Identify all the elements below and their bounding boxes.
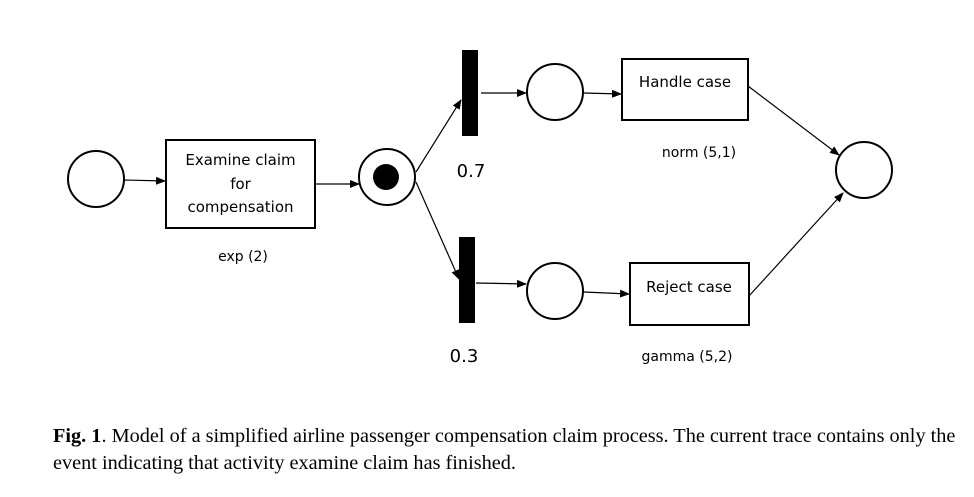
handle-case-distribution: norm (5,1) [662, 145, 736, 161]
figure-caption: Fig. 1. Model of a simplified airline pa… [53, 423, 963, 477]
examine-claim-label-line-3: compensation [187, 198, 293, 216]
arc-reject-to-end [749, 193, 843, 296]
examine-claim-label-line-1: Examine claim [185, 151, 295, 169]
arc-place-to-lower-branch [416, 182, 459, 279]
examine-claim-distribution: exp (2) [218, 249, 268, 265]
lower-branch-probability: 0.3 [450, 346, 479, 367]
arc-start-to-examine [124, 180, 165, 181]
upper-silent-transition [462, 50, 478, 136]
upper-branch-probability: 0.7 [457, 161, 486, 182]
lower-place [527, 263, 583, 319]
arc-lower-transition-to-place [476, 283, 526, 284]
reject-case-distribution: gamma (5,2) [642, 349, 733, 365]
arc-upper-place-to-handle [584, 93, 621, 94]
caption-label: Fig. 1 [53, 425, 101, 447]
end-place [836, 142, 892, 198]
examine-claim-label-line-2: for [230, 175, 251, 193]
start-place [68, 151, 124, 207]
caption-text: . Model of a simplified airline passenge… [53, 425, 955, 474]
arc-place-to-upper-branch [416, 100, 461, 172]
arc-lower-place-to-reject [584, 292, 629, 294]
token [373, 164, 399, 190]
lower-silent-transition [459, 237, 475, 323]
handle-case-label: Handle case [639, 73, 731, 91]
handle-case-transition: Handle case [622, 59, 748, 120]
petri-net-diagram: Examine claim for compensation exp (2) 0… [0, 0, 974, 420]
examine-claim-transition: Examine claim for compensation [166, 140, 315, 228]
reject-case-transition: Reject case [630, 263, 749, 325]
upper-place [527, 64, 583, 120]
marked-place [359, 149, 415, 205]
arc-handle-to-end [748, 86, 839, 155]
reject-case-label: Reject case [646, 278, 732, 296]
